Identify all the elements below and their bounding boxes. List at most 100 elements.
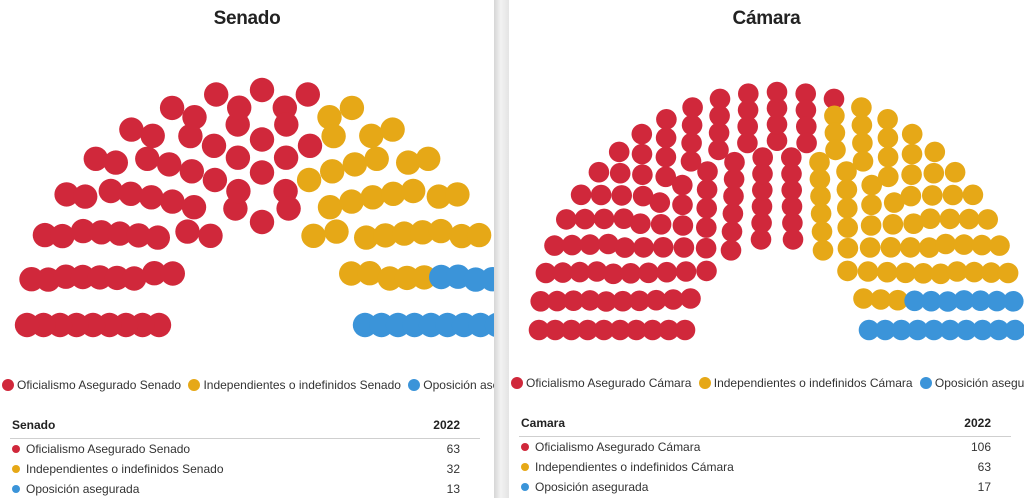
seat-dot	[301, 223, 326, 248]
panel-divider	[494, 0, 509, 498]
seat-dot	[695, 237, 717, 259]
seat-dot	[672, 194, 693, 216]
seat-dot	[900, 185, 922, 207]
seat-dot	[181, 195, 207, 220]
seat-dot	[586, 261, 608, 282]
seat-dot	[603, 263, 624, 285]
seat-dot	[249, 160, 275, 185]
seat-dot	[14, 312, 40, 338]
seat-dot	[674, 319, 696, 341]
seat-dot	[429, 264, 454, 290]
table-header-year: 2022	[433, 418, 460, 432]
seat-dot	[629, 290, 650, 312]
seat-dot	[766, 114, 788, 135]
table-header: Senado 2022	[10, 412, 480, 439]
seat-dot	[276, 196, 301, 221]
seat-dot	[611, 185, 632, 206]
seat-dot	[782, 212, 803, 234]
seat-dot	[709, 88, 731, 110]
seat-dot	[946, 261, 968, 282]
seat-dot	[882, 214, 904, 235]
table-row-value: 63	[977, 460, 991, 474]
seat-dot	[823, 88, 845, 110]
seat-dot	[878, 166, 899, 188]
seat-dot	[297, 133, 323, 158]
seat-dot	[32, 222, 58, 248]
seat-dot	[135, 146, 160, 171]
seat-dot	[918, 237, 940, 258]
seat-dot	[751, 212, 772, 234]
seat-dot	[681, 132, 702, 154]
seat-dot	[971, 234, 993, 256]
seat-dot	[858, 319, 880, 341]
legend-item-independientes[interactable]: Independientes o indefinidos Cámara	[698, 376, 913, 390]
seat-dot	[907, 319, 928, 341]
seat-dot	[913, 263, 934, 284]
seat-dot	[989, 235, 1010, 256]
seat-dot	[986, 290, 1008, 312]
seat-dot	[766, 130, 788, 151]
seat-dot	[201, 133, 227, 158]
senado-table: Senado 2022 Oficialismo Asegurado Senado…	[10, 412, 480, 499]
seat-dot	[373, 223, 398, 248]
seat-dot	[54, 182, 79, 207]
seat-dot	[142, 261, 167, 286]
seat-dot	[696, 260, 717, 282]
seat-dot	[1004, 319, 1024, 341]
seat-dot	[614, 237, 636, 258]
seat-dot	[861, 174, 882, 196]
seat-dot	[796, 116, 817, 137]
seat-dot	[672, 174, 693, 196]
seat-dot	[535, 262, 557, 284]
senado-title: Senado	[213, 8, 281, 29]
seat-dot	[962, 184, 984, 206]
seat-dot	[426, 184, 451, 209]
camara-legend: Oficialismo Asegurado Cámara Independien…	[509, 376, 1024, 390]
seat-dot	[970, 290, 991, 311]
table-header-label: Senado	[12, 418, 56, 432]
seat-dot	[891, 319, 912, 341]
camara-panel: Cámara Oficialismo Asegurado Cámara Inde…	[509, 0, 1024, 498]
seat-dot	[836, 161, 857, 182]
senado-legend: Oficialismo Asegurado Senado Independien…	[0, 378, 537, 392]
seat-dot	[466, 222, 492, 248]
seat-dot	[944, 161, 966, 183]
seat-dot	[339, 189, 364, 214]
seat-dot	[339, 95, 365, 121]
seat-dot	[809, 151, 830, 173]
seat-dot	[342, 152, 367, 177]
seat-dot	[561, 234, 583, 256]
seat-dot	[530, 291, 551, 312]
legend-item-independientes[interactable]: Independientes o indefinidos Senado	[188, 378, 401, 392]
seat-dot	[295, 82, 320, 107]
seat-dot	[544, 319, 566, 341]
seat-dot	[620, 263, 641, 284]
seat-dot	[357, 261, 382, 286]
seat-dot	[632, 164, 653, 185]
seat-dot	[157, 152, 182, 177]
seat-dot	[920, 290, 942, 312]
seat-dot	[922, 185, 943, 206]
seat-dot	[696, 217, 717, 238]
seat-dot	[126, 223, 151, 248]
seat-dot	[528, 319, 550, 341]
seat-dot	[901, 143, 923, 165]
seat-dot	[632, 185, 654, 207]
seat-dot	[656, 261, 678, 283]
seat-dot	[249, 127, 275, 152]
seat-dot	[50, 223, 75, 249]
seat-dot	[737, 99, 759, 121]
table-row: Oficialismo Asegurado Cámara 106	[519, 437, 1011, 457]
seat-dot	[445, 182, 470, 207]
seat-dot	[160, 189, 185, 214]
seat-dot	[681, 114, 703, 136]
seat-dot	[652, 237, 674, 258]
seat-dot	[655, 127, 677, 149]
legend-item-oficialismo[interactable]: Oficialismo Asegurado Senado	[2, 378, 181, 392]
legend-item-oposicion[interactable]: Oposición asegurada	[919, 376, 1024, 390]
seat-dot	[953, 290, 975, 311]
seat-dot	[145, 225, 170, 250]
seat-dot	[751, 196, 773, 217]
legend-item-oficialismo[interactable]: Oficialismo Asegurado Cámara	[511, 376, 691, 390]
seat-dot	[956, 319, 977, 341]
